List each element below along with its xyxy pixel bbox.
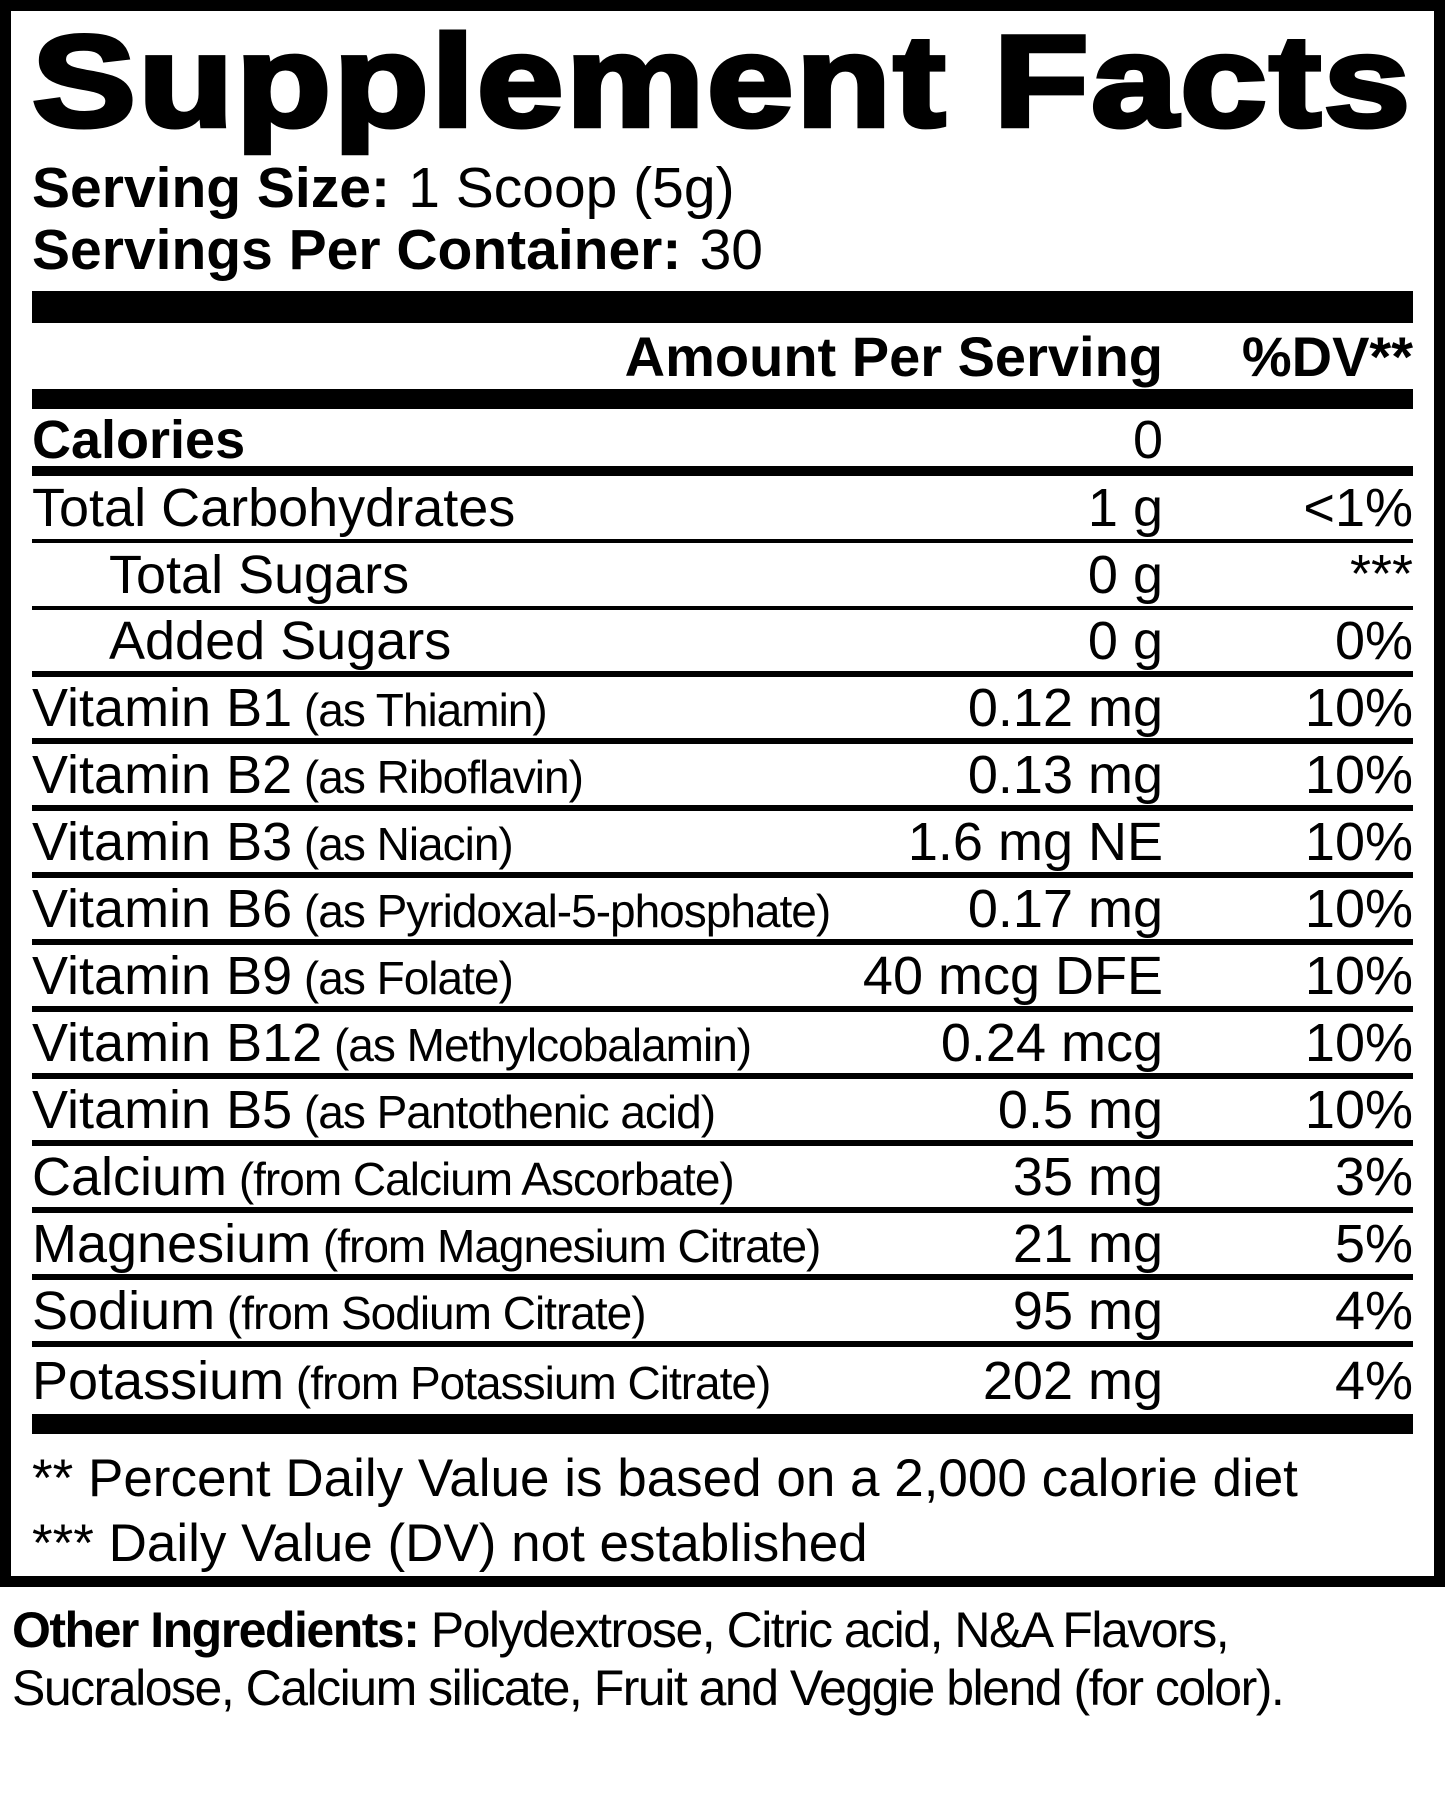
nutrient-name: Magnesium (from Magnesium Citrate) [32,1214,821,1274]
nutrient-row-vitamin-b5: Vitamin B5 (as Pantothenic acid) 0.5 mg 10… [32,1079,1413,1146]
nutrient-name: Total Carbohydrates [32,477,516,538]
nutrient-row-added-sugars: Added Sugars 0 g 0% [32,610,1413,677]
nutrient-name: Vitamin B9 (as Folate) [32,946,514,1006]
nutrient-source: (as Riboflavin) [292,751,584,803]
serving-size-label: Serving Size: [32,156,390,220]
other-ingredients-line1: Polydextrose, Citric acid, N&A Flavors, [418,1602,1230,1658]
nutrient-amount: 95 mg [1012,1281,1163,1341]
nutrient-amount: 1 g [1087,477,1163,538]
nutrient-row-magnesium: Magnesium (from Magnesium Citrate) 21 mg 5… [32,1213,1413,1280]
nutrient-source: (from Potassium Citrate) [284,1356,771,1409]
nutrient-amount: 1.6 mg NE [907,812,1163,872]
nutrient-name: Vitamin B1 (as Thiamin) [32,678,548,738]
nutrient-row-total-sugars: Total Sugars 0 g *** [32,543,1413,610]
nutrient-name: Total Sugars [109,544,410,605]
nutrient-amount: 0 g [1087,611,1163,671]
table-header: Amount Per Serving %DV** [32,323,1413,389]
serving-size-value: 1 Scoop (5g) [408,156,735,220]
nutrient-row-vitamin-b3: Vitamin B3 (as Niacin) 1.6 mg NE 10% [32,811,1413,878]
nutrient-source: (as Pantothenic acid) [292,1086,716,1138]
nutrient-rows: Calories 0 Total Carbohydrates 1 g <1% Total … [32,409,1413,1414]
nutrient-source: (as Thiamin) [292,684,548,736]
nutrient-dv: 10% [1304,879,1413,939]
nutrient-dv: 10% [1304,812,1413,872]
nutrient-dv: 3% [1334,1147,1413,1207]
other-ingredients-label: Other Ingredients: [12,1602,420,1658]
nutrient-name: Vitamin B12 (as Methylcobalamin) [32,1013,752,1073]
nutrient-row-vitamin-b9: Vitamin B9 (as Folate) 40 mcg DFE 10% [32,945,1413,1012]
nutrient-row-sodium: Sodium (from Sodium Citrate) 95 mg 4% [32,1280,1413,1347]
nutrient-dv: 10% [1304,1080,1413,1140]
nutrient-name: Vitamin B2 (as Riboflavin) [32,745,584,805]
nutrient-dv: 4% [1334,1350,1413,1411]
nutrient-source: (from Sodium Citrate) [215,1287,647,1339]
nutrient-amount: 21 mg [1012,1214,1163,1274]
nutrient-amount: 202 mg [982,1350,1163,1411]
nutrient-row-vitamin-b12: Vitamin B12 (as Methylcobalamin) 0.24 mcg… [32,1012,1413,1079]
nutrient-dv: 4% [1334,1281,1413,1341]
nutrient-amount: 0.17 mg [967,879,1163,939]
footnote-not-established: *** Daily Value (DV) not established [32,1514,868,1573]
nutrient-source: (as Niacin) [292,818,514,870]
nutrient-row-potassium: Potassium (from Potassium Citrate) 202 mg… [32,1347,1413,1414]
nutrient-dv: 10% [1304,678,1413,738]
nutrient-row-vitamin-b1: Vitamin B1 (as Thiamin) 0.12 mg 10% [32,677,1413,744]
divider-bar-under-header [32,389,1413,409]
nutrient-row-total-carbohydrates: Total Carbohydrates 1 g <1% [32,476,1413,543]
nutrient-name: Vitamin B5 (as Pantothenic acid) [32,1080,716,1140]
page-title-text: Supplement Facts [29,8,1413,154]
amount-per-serving-header: Amount Per Serving [624,324,1163,388]
nutrient-amount: 0 g [1087,544,1163,605]
nutrient-name: Added Sugars [109,611,452,671]
nutrient-amount: 0 [1132,410,1163,470]
nutrient-source: (as Methylcobalamin) [322,1019,752,1071]
nutrient-source: (from Magnesium Citrate) [311,1220,821,1272]
page-title: Supplement Facts [29,8,1413,154]
divider-bar-bottom [32,1414,1413,1434]
nutrient-name: Potassium (from Potassium Citrate) [32,1350,771,1411]
nutrient-row-calories: Calories 0 [32,409,1413,476]
nutrient-dv: 0% [1334,611,1413,671]
divider-bar-top [32,291,1413,323]
nutrient-source: (from Calcium Ascorbate) [227,1153,735,1205]
footnotes: ** Percent Daily Value is based on a 2,0… [32,1434,1413,1576]
nutrient-amount: 40 mcg DFE [862,946,1163,1006]
nutrient-row-vitamin-b2: Vitamin B2 (as Riboflavin) 0.13 mg 10% [32,744,1413,811]
nutrient-amount: 0.12 mg [967,678,1163,738]
nutrient-dv: 10% [1304,946,1413,1006]
nutrient-amount: 0.24 mcg [940,1013,1163,1073]
nutrient-dv: <1% [1303,477,1413,538]
nutrient-row-calcium: Calcium (from Calcium Ascorbate) 35 mg 3% [32,1146,1413,1213]
nutrient-dv: *** [1349,544,1413,604]
other-ingredients-line2: Sucralose, Calcium silicate, Fruit and V… [12,1660,1285,1716]
nutrient-source: (as Pyridoxal-5-phosphate) [292,885,831,937]
footnote-daily-value: ** Percent Daily Value is based on a 2,0… [32,1449,1298,1508]
servings-per-container-value: 30 [699,218,763,282]
nutrient-amount: 35 mg [1012,1147,1163,1207]
facts-panel: Supplement Facts Serving Size: 1 Scoop (5… [0,0,1445,1587]
nutrient-dv: 10% [1304,745,1413,805]
nutrient-dv: 5% [1334,1214,1413,1274]
other-ingredients: Other Ingredients: Polydextrose, Citric … [12,1601,1433,1717]
nutrient-name: Vitamin B3 (as Niacin) [32,812,514,872]
nutrient-dv: 10% [1304,1013,1413,1073]
nutrient-name: Calories [32,410,246,470]
serving-size-line: Serving Size: 1 Scoop (5g) [32,157,1413,219]
nutrient-source: (as Folate) [292,952,514,1004]
nutrient-name: Vitamin B6 (as Pyridoxal-5-phosphate) [32,879,831,939]
servings-per-container-line: Servings Per Container: 30 [32,219,1413,281]
nutrient-row-vitamin-b6: Vitamin B6 (as Pyridoxal-5-phosphate) 0.1… [32,878,1413,945]
nutrient-name: Sodium (from Sodium Citrate) [32,1281,647,1341]
nutrient-amount: 0.5 mg [997,1080,1163,1140]
nutrient-amount: 0.13 mg [967,745,1163,805]
nutrient-name: Calcium (from Calcium Ascorbate) [32,1147,735,1207]
percent-dv-header: %DV** [1241,324,1413,388]
servings-per-container-label: Servings Per Container: [32,218,682,282]
